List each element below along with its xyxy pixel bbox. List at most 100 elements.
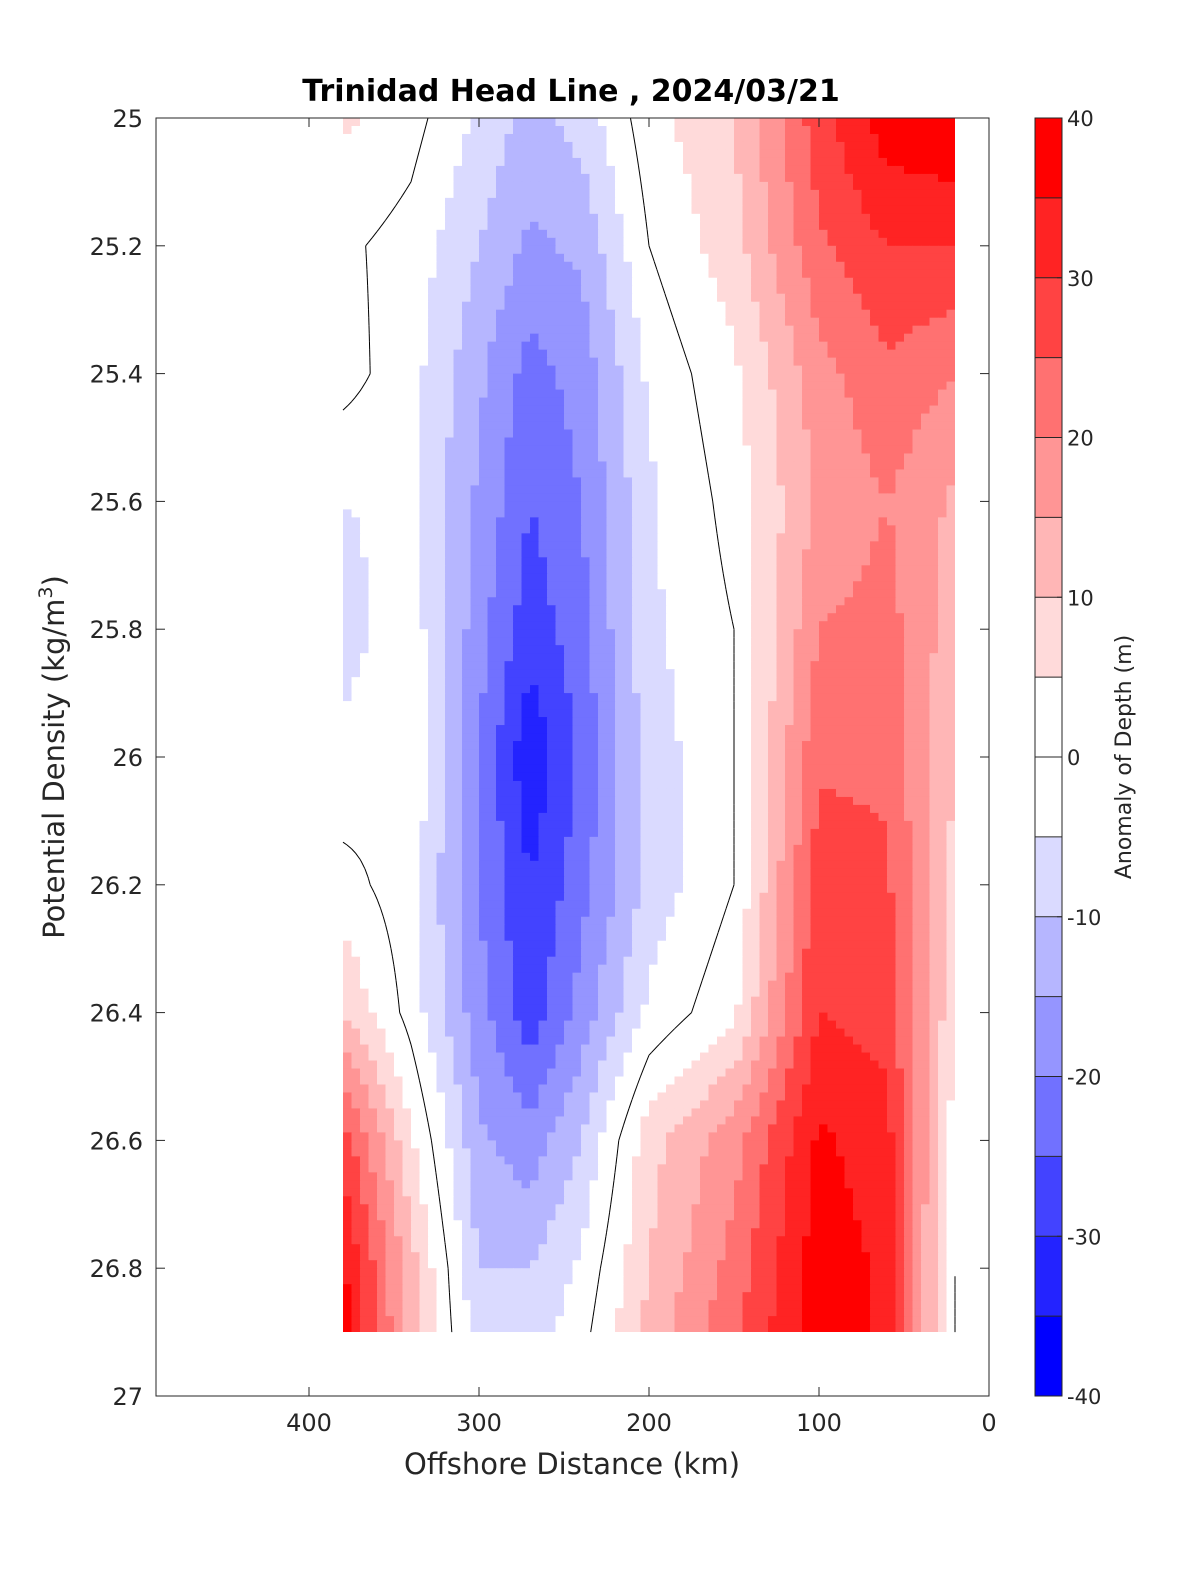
- contour-cell: [870, 349, 880, 359]
- contour-cell: [878, 333, 888, 343]
- contour-cell: [385, 173, 395, 183]
- contour-cell: [785, 325, 795, 335]
- contour-cell: [343, 357, 353, 367]
- contour-cell: [521, 285, 531, 295]
- contour-cell: [564, 629, 574, 638]
- contour-cell: [742, 149, 752, 159]
- contour-cell: [436, 389, 446, 399]
- contour-cell: [360, 245, 370, 255]
- contour-cell: [615, 397, 625, 407]
- contour-cell: [428, 173, 438, 183]
- contour-cell: [360, 445, 370, 455]
- contour-cell: [793, 389, 803, 399]
- contour-cell: [759, 525, 769, 534]
- contour-cell: [810, 469, 820, 479]
- contour-cell: [513, 381, 523, 391]
- contour-cell: [946, 149, 955, 159]
- contour-cell: [759, 325, 769, 335]
- contour-cell: [589, 541, 599, 550]
- contour-cell: [759, 517, 769, 526]
- contour-cell: [445, 445, 455, 455]
- contour-cell: [904, 333, 914, 343]
- contour-cell: [734, 397, 744, 407]
- contour-cell: [666, 565, 676, 574]
- contour-cell: [445, 485, 455, 495]
- contour-cell: [853, 189, 863, 199]
- contour-cell: [564, 341, 574, 351]
- contour-cell: [904, 445, 914, 455]
- contour-cell: [453, 597, 463, 606]
- contour-cell: [487, 533, 497, 542]
- contour-cell: [504, 605, 514, 614]
- contour-cell: [572, 317, 582, 327]
- contour-cell: [496, 661, 506, 670]
- contour-cell: [589, 213, 599, 223]
- contour-cell: [844, 165, 854, 175]
- contour-cell: [912, 118, 922, 127]
- contour-cell: [666, 293, 676, 303]
- contour-cell: [351, 389, 361, 399]
- contour-cell: [734, 661, 744, 670]
- contour-cell: [360, 453, 370, 463]
- contour-cell: [436, 669, 446, 678]
- contour-cell: [547, 637, 557, 646]
- contour-cell: [666, 173, 676, 183]
- contour-cell: [555, 189, 565, 199]
- contour-cell: [589, 645, 599, 654]
- contour-cell: [819, 349, 829, 359]
- contour-cell: [360, 365, 370, 375]
- contour-cell: [419, 357, 429, 367]
- contour-cell: [836, 413, 846, 423]
- contour-cell: [921, 445, 931, 455]
- contour-cell: [572, 437, 582, 447]
- contour-cell: [589, 181, 599, 191]
- contour-cell: [785, 213, 795, 223]
- contour-cell: [768, 149, 778, 159]
- contour-cell: [649, 245, 659, 255]
- contour-cell: [623, 597, 633, 606]
- contour-cell: [521, 165, 531, 175]
- contour-cell: [853, 181, 863, 191]
- contour-cell: [462, 661, 472, 670]
- contour-cell: [827, 317, 837, 327]
- contour-cell: [368, 357, 378, 367]
- contour-cell: [666, 493, 676, 502]
- contour-cell: [368, 149, 378, 159]
- contour-cell: [666, 205, 676, 215]
- contour-cell: [530, 429, 540, 439]
- contour-cell: [623, 549, 633, 558]
- contour-cell: [504, 205, 514, 215]
- contour-cell: [606, 533, 616, 542]
- contour-cell: [785, 453, 795, 463]
- contour-cell: [538, 357, 548, 367]
- contour-cell: [691, 277, 701, 287]
- contour-cell: [581, 469, 591, 479]
- contour-cell: [496, 141, 506, 151]
- contour-cell: [921, 653, 931, 662]
- contour-cell: [394, 557, 404, 566]
- contour-cell: [836, 437, 846, 447]
- contour-cell: [445, 405, 455, 415]
- contour-cell: [657, 549, 667, 558]
- contour-cell: [861, 349, 871, 359]
- contour-cell: [853, 149, 863, 159]
- contour-cell: [623, 485, 633, 495]
- contour-cell: [725, 253, 735, 263]
- contour-cell: [428, 317, 438, 327]
- contour-cell: [351, 501, 361, 510]
- contour-cell: [615, 373, 625, 383]
- contour-cell: [598, 269, 608, 279]
- contour-cell: [819, 173, 829, 183]
- contour-cell: [487, 325, 497, 335]
- contour-cell: [938, 629, 948, 638]
- contour-cell: [555, 125, 565, 135]
- contour-cell: [657, 229, 667, 239]
- contour-cell: [861, 389, 871, 399]
- contour-cell: [453, 181, 463, 191]
- contour-cell: [598, 221, 608, 231]
- contour-cell: [853, 205, 863, 215]
- contour-cell: [530, 349, 540, 359]
- contour-cell: [785, 485, 795, 495]
- contour-cell: [581, 197, 591, 207]
- contour-cell: [666, 557, 676, 566]
